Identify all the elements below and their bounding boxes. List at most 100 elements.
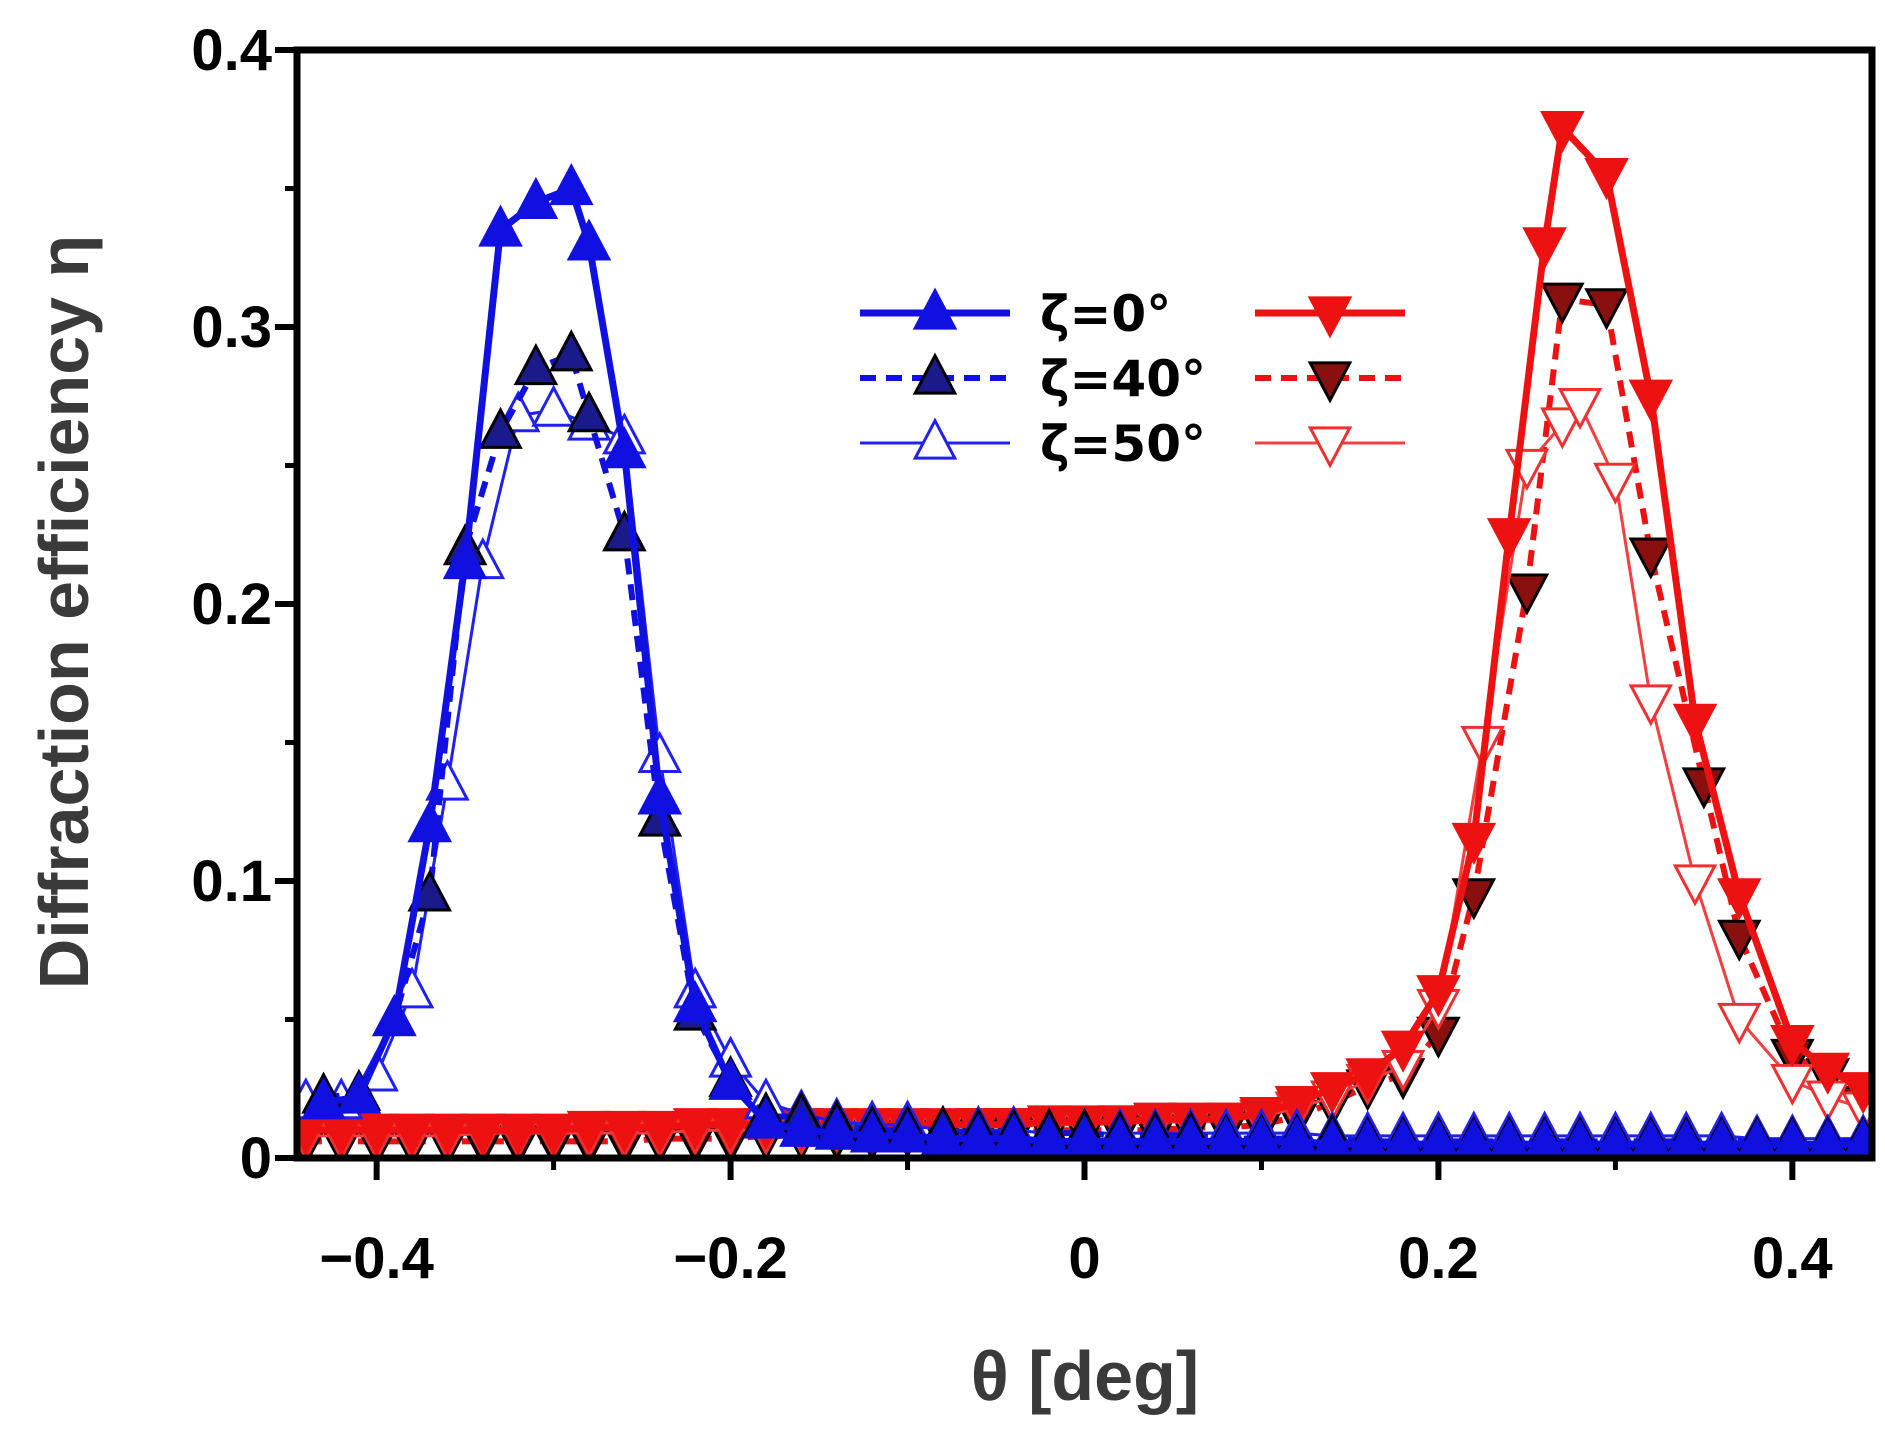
data-point [566,390,612,433]
data-point [1771,1118,1814,1158]
data-point [1629,1118,1672,1158]
data-point [920,1113,966,1156]
data-point [1504,573,1550,616]
data-point [1540,110,1585,154]
data-point [354,1113,399,1156]
x-tick-label: −0.4 [319,1226,434,1291]
data-point [531,1113,576,1156]
data-point [1672,703,1718,746]
data-point [1311,1118,1354,1158]
x-axis-title: θ [deg] [971,1337,1199,1415]
data-point [1672,864,1718,907]
x-tick-label: −0.2 [673,1226,788,1291]
data-point [513,176,559,219]
data-point [301,1077,346,1120]
data-point [1453,1118,1495,1158]
legend-entry: ζ=40° [860,350,1405,408]
data-point [1488,1118,1531,1158]
legend-marker [1307,426,1353,469]
data-point [1584,158,1629,201]
data-point [602,1110,647,1154]
data-point [885,1110,930,1153]
data-point [1842,1118,1872,1158]
data-point [1380,1030,1426,1073]
data-point [602,426,647,469]
series-layer [297,110,1872,1158]
data-point [407,800,453,843]
data-point [1540,407,1585,450]
data-point [849,1110,895,1153]
data-point [1840,1072,1872,1115]
data-point [1417,1118,1460,1158]
data-point [549,329,594,372]
legend-label: ζ=40° [1040,350,1206,408]
y-tick-label: 0.1 [191,849,272,914]
legend-label: ζ=0° [1040,285,1171,343]
data-point [1736,1118,1778,1158]
legend: ζ=0° ζ=40° ζ=50° [860,285,1405,473]
data-point [372,993,417,1037]
data-point [1522,227,1567,270]
data-point [460,1113,506,1156]
y-tick-label: 0.2 [191,572,272,637]
data-point [549,162,594,206]
data-point [1716,878,1762,921]
legend-marker [912,352,958,395]
legend-marker [912,417,958,460]
y-tick-label: 0 [240,1126,272,1191]
x-tick-label: 0.2 [1398,1226,1479,1291]
data-point [779,1104,824,1147]
data-point [1805,1052,1851,1095]
data-point [478,204,523,247]
data-point [1665,1118,1708,1158]
data-point [1806,1118,1849,1158]
y-axis-title: Diffraction efficiency η [25,235,103,990]
data-point [637,1110,683,1154]
legend-entry: ζ=50° [860,415,1405,473]
data-point [1594,1118,1637,1158]
data-point [425,1113,470,1156]
data-point [1486,518,1532,561]
data-point [1700,1118,1743,1158]
data-point [566,1110,612,1154]
series-blue_0 [301,162,1872,1158]
y-tick-label: 0.4 [191,18,272,83]
data-point [478,406,523,449]
data-point [956,1113,1001,1156]
data-point [513,343,559,386]
data-point [1593,462,1638,505]
data-point [495,1113,541,1156]
data-point [1345,1058,1390,1101]
data-point [1628,379,1674,422]
data-point [672,980,718,1023]
legend-entry: ζ=0° [860,285,1405,343]
data-point [708,1108,753,1151]
data-point [672,1108,718,1151]
data-point [442,536,488,580]
x-tick-label: 0.4 [1752,1226,1833,1291]
data-point [1523,1118,1566,1158]
data-point [566,218,612,261]
data-point [743,1096,789,1139]
data-point [1416,975,1461,1018]
data-point [1584,288,1629,331]
data-point [336,1071,382,1114]
data-point [1274,1085,1320,1129]
ticks-layer: −0.4 −0.2 0 0.2 0.4 0 0.1 0.2 0.3 0.4 [191,18,1832,1291]
data-point [637,772,683,815]
data-point [1540,282,1585,325]
data-point [1346,1118,1389,1158]
data-point [1716,1002,1762,1046]
data-point [1309,1072,1355,1115]
data-point [531,384,576,427]
legend-marker [1307,296,1353,339]
data-point [1382,1118,1424,1158]
data-point [1628,684,1674,727]
legend-label: ζ=50° [1040,415,1206,473]
data-point [1559,1118,1601,1158]
legend-marker [1307,361,1353,404]
data-point [1557,387,1603,431]
data-point [708,1057,753,1100]
data-point [814,1107,860,1150]
data-point [1628,537,1674,580]
